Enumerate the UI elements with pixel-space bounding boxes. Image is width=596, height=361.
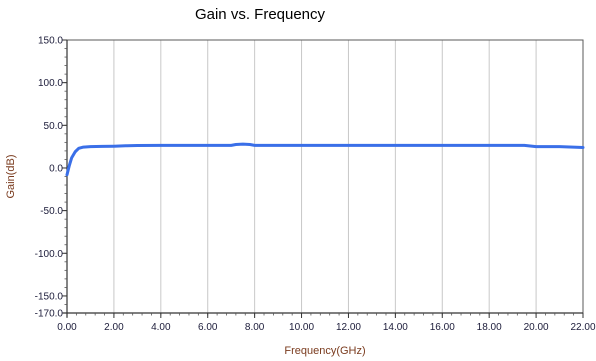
- grid-lines: [113, 40, 537, 313]
- y-tick-label: -150.0: [35, 291, 64, 302]
- x-tick-label: 12.00: [336, 322, 361, 333]
- x-axis-ticks: 0.00 2.00 4.00 6.00 8.00 10.00 12.00 14.00 16.00…: [57, 313, 596, 333]
- y-tick-label: 50.0: [44, 121, 64, 132]
- y-tick-label: -100.0: [35, 249, 64, 260]
- y-tick-label: -50.0: [40, 206, 63, 217]
- x-tick-label: 10.00: [289, 322, 314, 333]
- axis-lines: [63, 40, 583, 317]
- x-tick-label: 8.00: [245, 322, 265, 333]
- x-tick-label: 0.00: [57, 322, 77, 333]
- y-axis-label: Gain(dB): [5, 154, 17, 198]
- series-group: [65, 142, 585, 177]
- x-tick-label: 20.00: [524, 322, 549, 333]
- y-tick-label: 150.0: [38, 36, 63, 47]
- x-tick-label: 22.00: [570, 322, 595, 333]
- plot-area-frame: [66, 39, 584, 314]
- y-tick-label: 100.0: [38, 78, 63, 89]
- x-tick-label: 2.00: [104, 322, 124, 333]
- x-tick-label: 14.00: [383, 322, 408, 333]
- x-tick-label: 18.00: [477, 322, 502, 333]
- y-tick-label: -170.0: [35, 309, 64, 320]
- y-tick-label: 0.0: [49, 163, 63, 174]
- x-axis-label: Frequency(GHz): [284, 345, 365, 357]
- y-axis-ticks: 150.0 100.0 50.0 0.0 -50.0 -100.0 -150.0 -170.0: [35, 36, 67, 320]
- x-tick-label: 4.00: [151, 322, 171, 333]
- x-tick-label: 16.00: [430, 322, 455, 333]
- gain-series-line: [65, 142, 585, 177]
- chart-title: Gain vs. Frequency: [194, 6, 326, 23]
- x-tick-label: 6.00: [198, 322, 218, 333]
